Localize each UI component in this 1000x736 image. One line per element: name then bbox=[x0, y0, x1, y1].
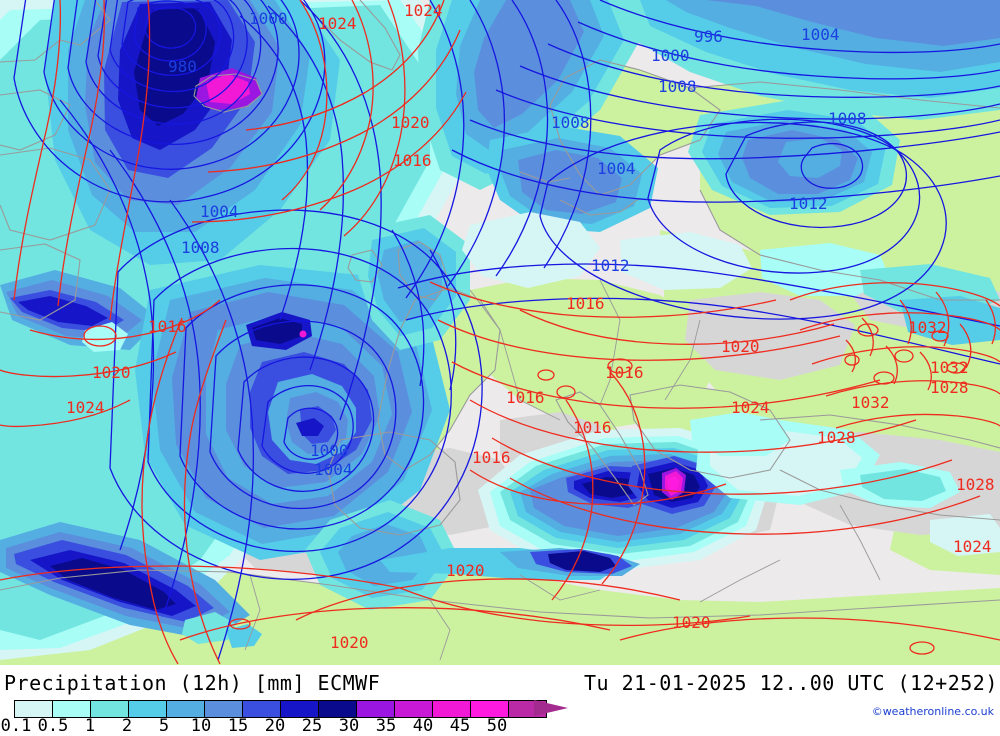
map-canvas[interactable]: 980 1000 1004 1008 996 1000 1008 1004 1008 1008 10… bbox=[0, 0, 1000, 665]
isobar-label-high: 1020 bbox=[330, 633, 369, 652]
scale-swatch bbox=[395, 701, 433, 717]
isobar-label-high: 1024 bbox=[404, 1, 443, 20]
isobar-label-low: 1008 bbox=[551, 113, 590, 132]
isobar-label-high: 1024 bbox=[953, 537, 992, 556]
scale-swatch bbox=[319, 701, 357, 717]
isobar-label-high: 1016 bbox=[605, 363, 644, 382]
scale-tick-label: 20 bbox=[264, 716, 286, 736]
scale-tick-label: 5 bbox=[158, 716, 170, 736]
scale-swatch bbox=[281, 701, 319, 717]
isobar-label-low: 1008 bbox=[828, 109, 867, 128]
isobar-label-high: 1020 bbox=[446, 561, 485, 580]
isobar-label-high: 1032 bbox=[851, 393, 890, 412]
isobar-label-low: 1004 bbox=[200, 202, 239, 221]
isobar-label-low: 1012 bbox=[789, 194, 828, 213]
scale-swatch bbox=[15, 701, 53, 717]
precipitation-color-scale bbox=[14, 700, 547, 718]
isobar-label-high: 1028 bbox=[817, 428, 856, 447]
scale-swatch bbox=[357, 701, 395, 717]
footer-bar: Precipitation (12h) [mm] ECMWF Tu 21-01-… bbox=[0, 665, 1000, 736]
isobar-label-low: 1000 bbox=[249, 9, 288, 28]
isobar-label-high: 1032 bbox=[908, 318, 947, 337]
scale-tick-label: 2 bbox=[121, 716, 133, 736]
isobar-high-labels: 1024 1024 1020 1016 1016 1020 1024 1016 1020 1016… bbox=[66, 1, 995, 652]
scale-tick-label: 10 bbox=[190, 716, 212, 736]
isobar-label-low: 1004 bbox=[597, 159, 636, 178]
isobar-label-high: 1016 bbox=[472, 448, 511, 467]
scale-swatch bbox=[471, 701, 509, 717]
scale-swatch bbox=[243, 701, 281, 717]
scale-tick-label: 0.1 bbox=[0, 716, 32, 736]
isobar-label-high: 1024 bbox=[731, 398, 770, 417]
isobar-label-low: 1000 bbox=[310, 441, 349, 460]
isobar-label-high: 1020 bbox=[92, 363, 131, 382]
isobar-label-high: 1016 bbox=[393, 151, 432, 170]
isobar-label-high: 1020 bbox=[672, 613, 711, 632]
isobar-label-low: 1004 bbox=[801, 25, 840, 44]
isobar-label-low: 1008 bbox=[181, 238, 220, 257]
isobar-label-high: 1024 bbox=[66, 398, 105, 417]
isobar-label-low: 1000 bbox=[651, 46, 690, 65]
isobar-label-low: 996 bbox=[694, 27, 723, 46]
isobar-label-low: 1012 bbox=[591, 256, 630, 275]
isobar-label-low: 1004 bbox=[314, 460, 353, 479]
scale-tick-label: 45 bbox=[449, 716, 471, 736]
scale-tick-label: 1 bbox=[84, 716, 96, 736]
scale-swatch bbox=[167, 701, 205, 717]
isobar-high-layer bbox=[0, 0, 1000, 665]
scale-tick-label: 40 bbox=[412, 716, 434, 736]
scale-tick-label: 35 bbox=[375, 716, 397, 736]
chart-title: Precipitation (12h) [mm] ECMWF bbox=[4, 671, 381, 695]
isobar-label-high: 1028 bbox=[956, 475, 995, 494]
scale-swatch bbox=[91, 701, 129, 717]
isobar-label-high: 1016 bbox=[566, 294, 605, 313]
isobar-label-high: 1024 bbox=[318, 14, 357, 33]
scale-tick-label: 15 bbox=[227, 716, 249, 736]
scale-tick-label: 0.5 bbox=[37, 716, 69, 736]
isobar-label-high: 1020 bbox=[721, 337, 760, 356]
precipitation-scale-ticks: 0.1 0.5 1 2 5 10 15 20 25 30 35 40 45 50 bbox=[0, 716, 600, 736]
isobar-label-high: 1016 bbox=[506, 388, 545, 407]
copyright-watermark: ©weatheronline.co.uk bbox=[871, 705, 994, 718]
scale-swatch bbox=[129, 701, 167, 717]
scale-tick-label: 50 bbox=[486, 716, 508, 736]
valid-time-label: Tu 21-01-2025 12..00 UTC (12+252) bbox=[584, 671, 998, 695]
isobar-label-high: 1020 bbox=[391, 113, 430, 132]
scale-swatch bbox=[433, 701, 471, 717]
isobar-label-high: 1028 bbox=[930, 378, 969, 397]
isobar-label-high: 1032 bbox=[930, 358, 969, 377]
isobar-label-high: 1016 bbox=[573, 418, 612, 437]
scale-tick-label: 25 bbox=[301, 716, 323, 736]
isobar-low-layer bbox=[13, 0, 1000, 661]
scale-overflow-arrow bbox=[534, 700, 568, 716]
scale-swatch bbox=[205, 701, 243, 717]
scale-swatch bbox=[53, 701, 91, 717]
isobar-label-high: 1016 bbox=[148, 317, 187, 336]
isobar-label-low: 1008 bbox=[658, 77, 697, 96]
scale-tick-label: 30 bbox=[338, 716, 360, 736]
isobar-label-low: 980 bbox=[168, 57, 197, 76]
coastline-layer bbox=[0, 0, 1000, 661]
